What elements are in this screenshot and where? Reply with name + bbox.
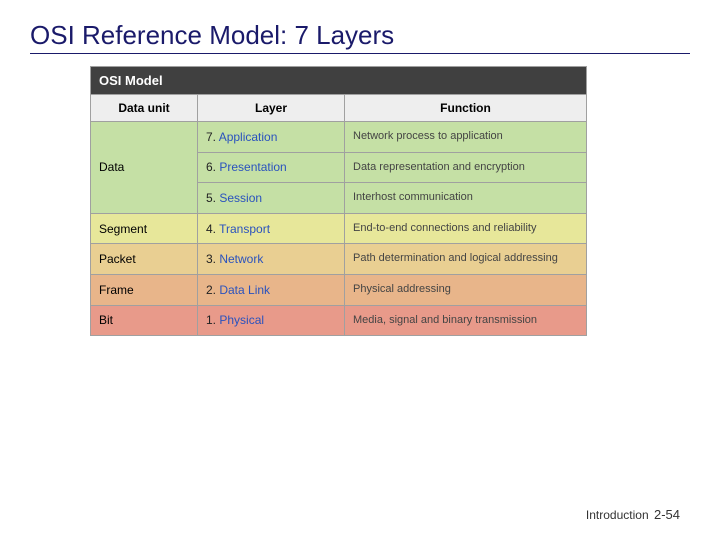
page-title: OSI Reference Model: 7 Layers <box>30 20 690 54</box>
data-unit-cell: Bit <box>91 305 198 336</box>
col-header-function: Function <box>345 95 587 122</box>
table-caption: OSI Model <box>91 67 587 95</box>
function-cell: Physical addressing <box>345 274 587 305</box>
layer-cell: 7. Application <box>198 122 345 153</box>
layer-number: 6. <box>206 160 219 174</box>
table-row: Bit1. PhysicalMedia, signal and binary t… <box>91 305 587 336</box>
layer-cell: 5. Session <box>198 183 345 214</box>
layer-name: Application <box>219 130 278 144</box>
layer-number: 2. <box>206 283 219 297</box>
data-unit-cell: Segment <box>91 213 198 244</box>
layer-number: 3. <box>206 252 219 266</box>
function-cell: Network process to application <box>345 122 587 153</box>
page-footer: Introduction 2-54 <box>586 507 680 522</box>
layer-cell: 2. Data Link <box>198 274 345 305</box>
table-row: Frame2. Data LinkPhysical addressing <box>91 274 587 305</box>
table-row: Data7. ApplicationNetwork process to app… <box>91 122 587 153</box>
col-header-data-unit: Data unit <box>91 95 198 122</box>
layer-name: Transport <box>219 222 270 236</box>
osi-table: OSI Model Data unit Layer Function Data7… <box>90 66 587 336</box>
function-cell: End-to-end connections and reliability <box>345 213 587 244</box>
layer-number: 1. <box>206 313 219 327</box>
table-row: Segment4. TransportEnd-to-end connection… <box>91 213 587 244</box>
function-cell: Media, signal and binary transmission <box>345 305 587 336</box>
layer-number: 7. <box>206 130 219 144</box>
function-cell: Path determination and logical addressin… <box>345 244 587 275</box>
table-header-row: Data unit Layer Function <box>91 95 587 122</box>
layer-cell: 6. Presentation <box>198 152 345 183</box>
data-unit-cell: Frame <box>91 274 198 305</box>
table-caption-row: OSI Model <box>91 67 587 95</box>
table-row: Packet3. NetworkPath determination and l… <box>91 244 587 275</box>
layer-number: 4. <box>206 222 219 236</box>
layer-name: Physical <box>219 313 264 327</box>
layer-name: Network <box>219 252 263 266</box>
layer-cell: 3. Network <box>198 244 345 275</box>
layer-name: Presentation <box>219 160 286 174</box>
data-unit-cell: Packet <box>91 244 198 275</box>
function-cell: Interhost communication <box>345 183 587 214</box>
layer-number: 5. <box>206 191 219 205</box>
footer-page: 2-54 <box>654 507 680 522</box>
layer-cell: 1. Physical <box>198 305 345 336</box>
layer-cell: 4. Transport <box>198 213 345 244</box>
footer-label: Introduction <box>586 508 649 522</box>
layer-name: Session <box>219 191 262 205</box>
layer-name: Data Link <box>219 283 270 297</box>
function-cell: Data representation and encryption <box>345 152 587 183</box>
data-unit-cell: Data <box>91 122 198 214</box>
col-header-layer: Layer <box>198 95 345 122</box>
